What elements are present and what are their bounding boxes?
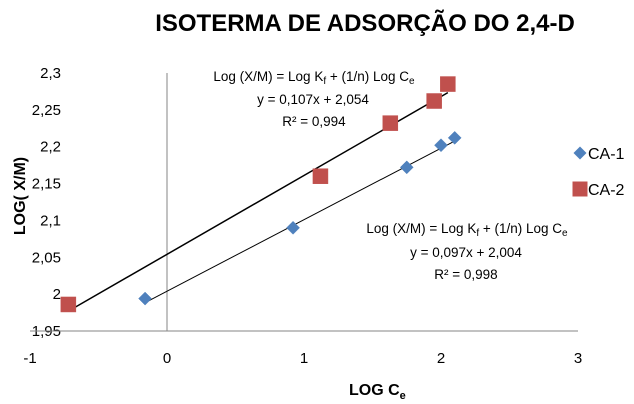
x-axis-label-subscript: e bbox=[400, 390, 406, 402]
annotation-ca2-equation: Log (X/M) = Log Kf + (1/n) Log Ce bbox=[213, 69, 415, 87]
annotation-ca2: Log (X/M) = Log Kf + (1/n) Log Ce y = 0,… bbox=[213, 69, 415, 129]
annotation-ca1-r2: R² = 0,998 bbox=[434, 267, 497, 282]
y-tick-label: 2 bbox=[53, 286, 61, 303]
data-point-ca-2 bbox=[382, 115, 399, 131]
data-point-ca-2 bbox=[440, 76, 456, 92]
y-tick-label: 2,2 bbox=[40, 139, 61, 156]
legend-item-ca1: CA-1 bbox=[573, 146, 625, 163]
data-point-ca-2 bbox=[312, 168, 329, 184]
annotation-ca2-fit: y = 0,107x + 2,054 bbox=[257, 92, 369, 107]
data-points bbox=[60, 76, 462, 313]
data-point-ca-1 bbox=[399, 160, 414, 175]
legend-marker-ca2 bbox=[572, 181, 588, 197]
annotation-ca1-fit: y = 0,097x + 2,004 bbox=[410, 245, 522, 260]
x-tick-label: 3 bbox=[574, 350, 582, 367]
legend-label-ca2: CA-2 bbox=[588, 182, 625, 199]
data-point-ca-1 bbox=[138, 291, 152, 306]
data-point-ca-2 bbox=[426, 93, 442, 109]
y-tick-label: 2,1 bbox=[40, 212, 61, 229]
y-tick-label: 2,3 bbox=[40, 65, 61, 82]
legend-item-ca2: CA-2 bbox=[572, 181, 625, 199]
x-tick-label: 1 bbox=[300, 350, 308, 367]
x-tick-label: 2 bbox=[437, 350, 445, 367]
legend-label-ca1: CA-1 bbox=[588, 146, 625, 163]
y-axis-label: LOG( X/M) bbox=[12, 157, 29, 235]
data-point-ca-1 bbox=[447, 131, 462, 145]
x-axis-label-main: LOG C bbox=[349, 382, 400, 399]
y-tick-label: 2,25 bbox=[32, 102, 61, 119]
legend: CA-1 CA-2 bbox=[572, 146, 625, 199]
y-tick-label: 2,05 bbox=[32, 249, 61, 266]
annotation-ca2-r2: R² = 0,994 bbox=[282, 114, 346, 129]
data-point-ca-1 bbox=[434, 138, 448, 153]
x-tick-label: 0 bbox=[163, 350, 171, 367]
annotation-ca1-equation: Log (X/M) = Log Kf + (1/n) Log Ce bbox=[366, 221, 568, 239]
annotation-ca1: Log (X/M) = Log Kf + (1/n) Log Ce y = 0,… bbox=[366, 221, 568, 282]
y-tick-label: 2,15 bbox=[32, 176, 61, 193]
x-tick-labels: -1 0 1 2 3 bbox=[23, 350, 582, 367]
data-point-ca-1 bbox=[286, 220, 300, 235]
x-axis-label: LOG Ce bbox=[349, 382, 406, 402]
data-point-ca-2 bbox=[60, 296, 77, 313]
legend-marker-ca1 bbox=[573, 146, 587, 160]
x-tick-label: -1 bbox=[23, 350, 36, 367]
chart-title: ISOTERMA DE ADSORÇÃO DO 2,4-D bbox=[155, 9, 575, 37]
